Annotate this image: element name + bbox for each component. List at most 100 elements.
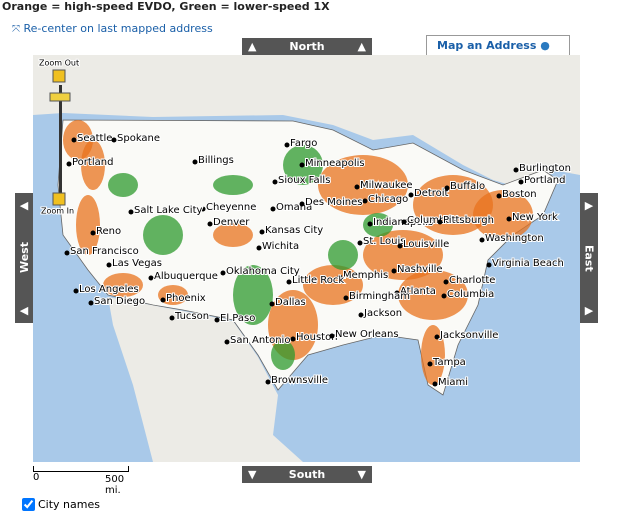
zoom-slider: [59, 85, 62, 195]
coverage-area: [328, 240, 358, 270]
recenter-link[interactable]: ⤧ Re-center on last mapped address: [12, 22, 213, 35]
city-label: Kansas City: [265, 225, 323, 236]
city-label: Las Vegas: [112, 258, 162, 269]
city-label: St. Louis: [363, 236, 405, 247]
mexico: [108, 297, 303, 462]
city-label: Reno: [96, 226, 121, 237]
south-button[interactable]: ▼ South ▼: [242, 466, 372, 483]
coverage-area: [363, 230, 443, 280]
city-dot: [427, 361, 433, 367]
city-dot: [259, 229, 265, 235]
city-dot: [106, 262, 112, 268]
coverage-area: [76, 195, 100, 255]
tab-label[interactable]: Map an Address: [437, 39, 537, 52]
city-dot: [367, 221, 373, 227]
recenter-text[interactable]: Re-center on last mapped address: [23, 22, 213, 35]
city-dot: [443, 279, 449, 285]
coverage-area: [363, 213, 393, 237]
city-dot: [444, 185, 450, 191]
city-label: Virginia Beach: [492, 258, 564, 269]
city-label: Little Rock: [292, 275, 344, 286]
city-label: El Paso: [220, 313, 255, 324]
city-dot: [272, 179, 278, 185]
coverage-area: [421, 325, 445, 385]
city-dot: [71, 137, 77, 143]
map-address-tab[interactable]: Map an Address ●: [426, 35, 570, 57]
city-label: Albuquerque: [154, 271, 218, 282]
canada: [33, 55, 580, 190]
city-dot: [192, 159, 198, 165]
city-dot: [354, 184, 360, 190]
city-names-option[interactable]: City names: [22, 498, 100, 511]
city-dot: [224, 339, 230, 345]
city-dot: [284, 142, 290, 148]
city-label: Denver: [213, 217, 250, 228]
coverage: [63, 120, 533, 385]
coverage-area: [318, 155, 408, 215]
city-label: San Diego: [94, 296, 145, 307]
north-label: North: [289, 40, 325, 53]
zoom-in-button[interactable]: [52, 192, 66, 206]
coverage-area: [413, 175, 493, 235]
city-dot: [337, 274, 343, 280]
zoom-handle[interactable]: [49, 92, 71, 102]
city-label: Brownsville: [271, 375, 328, 386]
city-dot: [343, 295, 349, 301]
city-label: Jacksonville: [439, 330, 498, 341]
city-dot: [479, 237, 485, 243]
coverage-area: [143, 215, 183, 255]
city-dot: [111, 137, 117, 143]
city-dot: [486, 262, 492, 268]
zoom-out-button[interactable]: [52, 69, 66, 83]
city-label: Chicago: [368, 194, 408, 205]
city-label: San Francisco: [70, 246, 139, 257]
city-label: Nashville: [397, 264, 443, 275]
city-names-label: City names: [38, 498, 100, 511]
city-names-checkbox[interactable]: [22, 498, 35, 511]
city-label: Seattle: [77, 133, 112, 144]
legend-text: Orange = high-speed EVDO, Green = lower-…: [2, 0, 330, 13]
coverage-area: [271, 340, 295, 370]
city-dot: [408, 192, 414, 198]
city-dot: [128, 209, 134, 215]
city-label: Portland: [524, 175, 565, 186]
north-button[interactable]: ▲ North ▲: [242, 38, 372, 55]
city-dot: [362, 198, 368, 204]
city-label: Boston: [502, 189, 537, 200]
city-dot: [265, 379, 271, 385]
coverage-area: [213, 175, 253, 195]
coverage-area: [81, 140, 105, 190]
city-label: Billings: [198, 155, 234, 166]
city-label: Des Moines: [305, 197, 362, 208]
city-dot: [90, 230, 96, 236]
coverage-area: [233, 265, 273, 325]
city-dot: [64, 250, 70, 256]
city-label: Los Angeles: [79, 284, 139, 295]
city-dot: [434, 334, 440, 340]
city-dot: [401, 219, 407, 225]
zoom-out-label: Zoom Out: [39, 59, 79, 68]
city-label: Salt Lake City: [134, 205, 203, 216]
city-dot: [269, 301, 275, 307]
city-label: San Antonio: [230, 335, 290, 346]
city-dot: [207, 221, 213, 227]
west-label: West: [17, 242, 31, 274]
coverage-area: [213, 223, 253, 247]
city-dot: [299, 201, 305, 207]
scale-line: [33, 466, 129, 472]
city-label: New York: [512, 212, 558, 223]
city-label: Washington: [485, 233, 544, 244]
scale-start: 0: [33, 472, 40, 483]
city-label: Memphis: [343, 270, 388, 281]
city-dot: [148, 275, 154, 281]
coverage-area: [103, 273, 143, 297]
city-dot: [394, 290, 400, 296]
city-dot: [432, 381, 438, 387]
east-button[interactable]: ▶ East ▶: [580, 193, 598, 323]
city-label: Buffalo: [450, 181, 485, 192]
west-button[interactable]: ◀ West ◀: [15, 193, 33, 323]
city-label: Columbus: [407, 215, 457, 226]
city-dot: [160, 297, 166, 303]
city-label: Minneapolis: [305, 158, 365, 169]
